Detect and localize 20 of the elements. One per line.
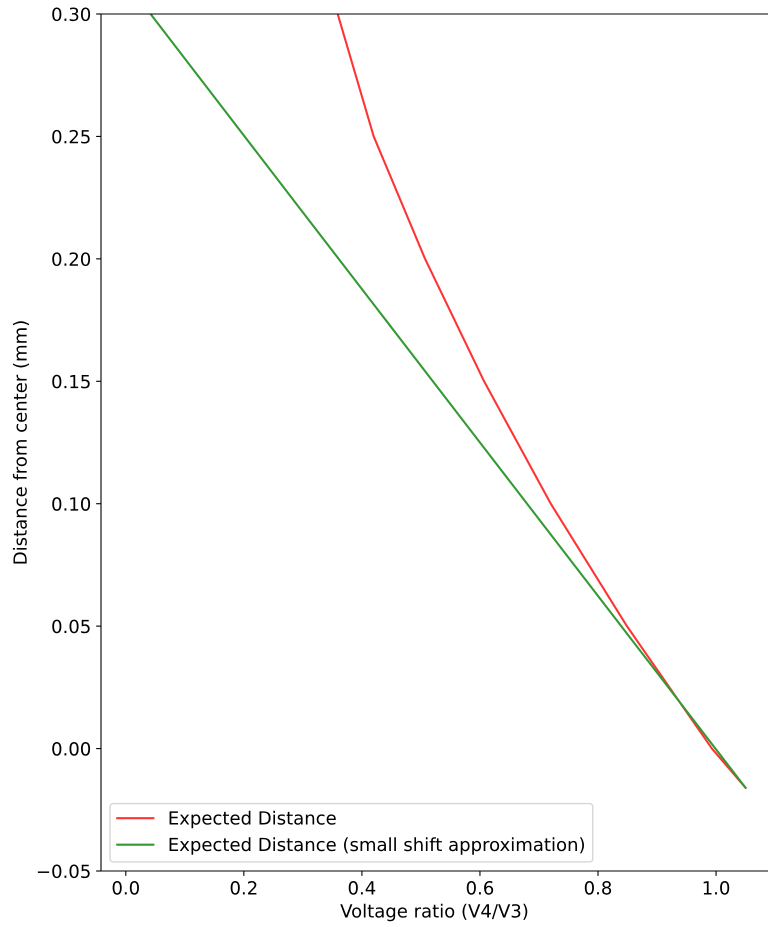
x-tick-label: 0.2	[230, 881, 256, 895]
y-axis-title: Distance from center (mm)	[12, 321, 30, 564]
x-axis-title: Voltage ratio (V4/V3)	[340, 904, 528, 922]
x-tick-label: 0.4	[348, 881, 376, 895]
x-tick-label: 1.0	[704, 881, 730, 895]
x-tick-label: 0.6	[466, 881, 494, 895]
legend-label: Expected Distance	[170, 810, 336, 828]
y-tick-label: 0.20	[52, 252, 90, 266]
y-tick-label: 0.15	[52, 374, 90, 388]
y-tick-label: 0.10	[52, 497, 90, 511]
y-tick-label: 0.00	[52, 742, 90, 756]
y-tick-label: 0.25	[52, 130, 90, 144]
y-tick-label: 0.05	[52, 620, 90, 634]
y-tick-label: 0.30	[52, 7, 90, 22]
x-tick-label: 0.8	[584, 881, 612, 895]
line-series	[336, 14, 747, 789]
legend-label: Expected Distance (small shift approximation)	[170, 837, 584, 855]
line-series	[150, 14, 747, 789]
x-tick-label: 0.0	[112, 881, 139, 895]
y-tick-label: −0.05	[38, 864, 90, 878]
